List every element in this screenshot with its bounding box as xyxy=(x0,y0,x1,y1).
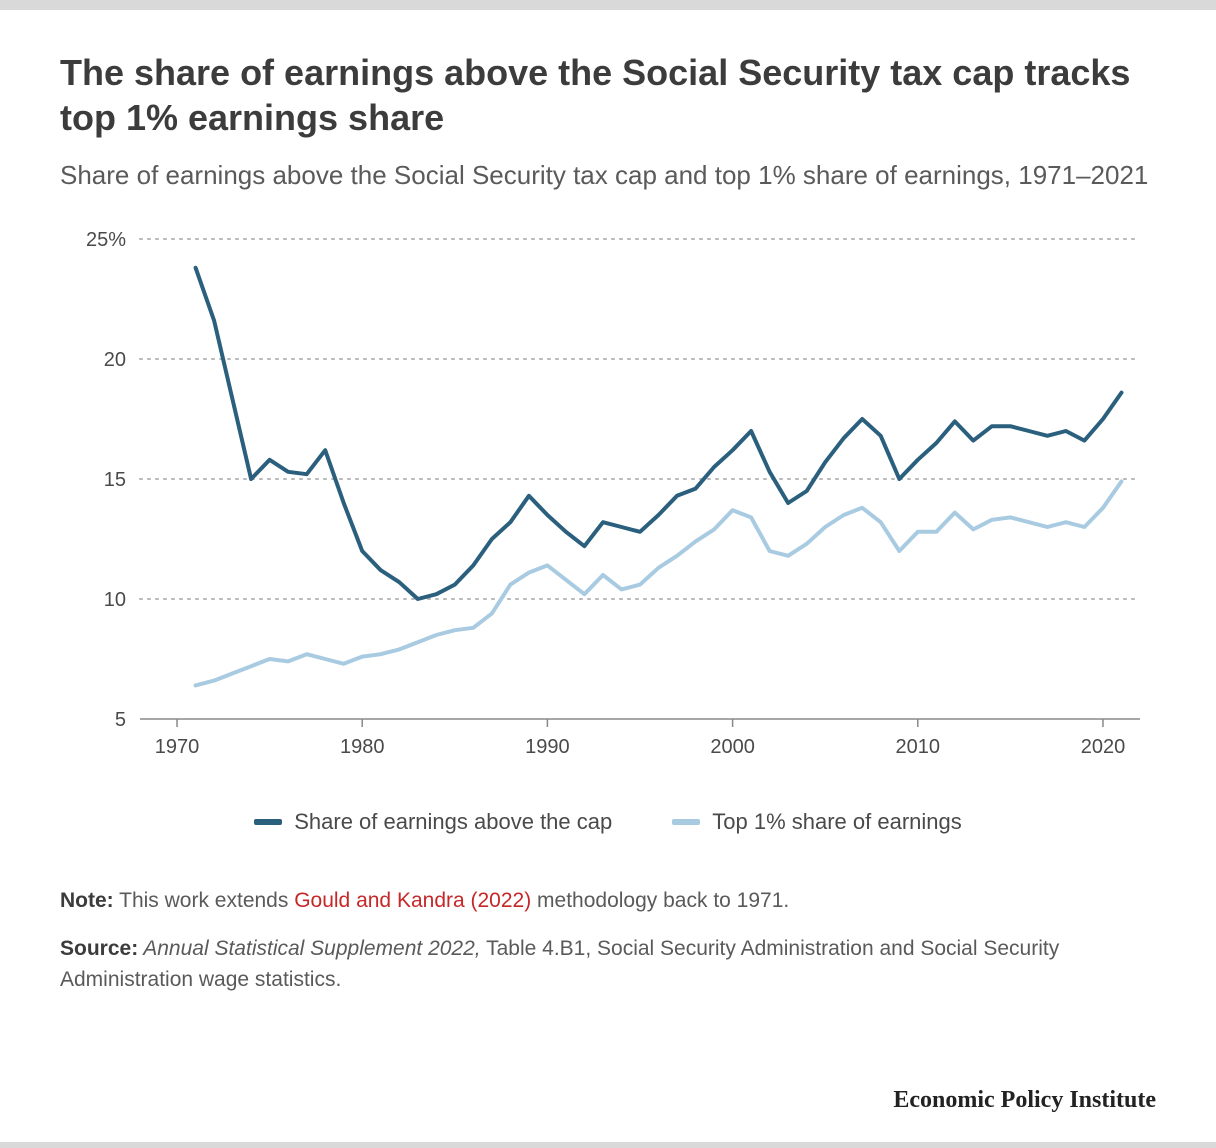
source-label: Source: xyxy=(60,937,138,960)
legend-swatch-2 xyxy=(672,819,700,825)
y-axis-label: 20 xyxy=(104,349,126,371)
x-axis-label: 2000 xyxy=(710,736,755,758)
chart-subtitle: Share of earnings above the Social Secur… xyxy=(60,158,1156,193)
y-axis-label: 15 xyxy=(104,469,126,491)
line-chart: 5 10 15 20 25% 1970 1980 1990 2000 2010 2020 xyxy=(60,229,1160,769)
x-axis-label: 1970 xyxy=(155,736,200,758)
legend-item-series1: Share of earnings above the cap xyxy=(254,809,612,835)
chart-title: The share of earnings above the Social S… xyxy=(60,50,1156,140)
legend-swatch-1 xyxy=(254,819,282,825)
series-line-1 xyxy=(196,481,1122,685)
legend: Share of earnings above the cap Top 1% s… xyxy=(60,809,1156,835)
y-axis-label: 10 xyxy=(104,589,126,611)
y-axis-label: 5 xyxy=(115,709,126,731)
legend-item-series2: Top 1% share of earnings xyxy=(672,809,962,835)
legend-label-2: Top 1% share of earnings xyxy=(712,809,962,835)
x-axis-label: 2020 xyxy=(1081,736,1126,758)
chart-card: The share of earnings above the Social S… xyxy=(0,0,1216,1148)
y-axis-label: 25% xyxy=(86,229,126,251)
note-line: Note: This work extends Gould and Kandra… xyxy=(60,885,1156,917)
x-axis-label: 1990 xyxy=(525,736,570,758)
notes-block: Note: This work extends Gould and Kandra… xyxy=(60,885,1156,996)
note-text-before: This work extends xyxy=(114,889,295,912)
chart-area: 5 10 15 20 25% 1970 1980 1990 2000 2010 2020 xyxy=(60,229,1156,789)
x-axis-label: 1980 xyxy=(340,736,385,758)
x-axis-label: 2010 xyxy=(896,736,941,758)
series-line-0 xyxy=(196,268,1122,599)
note-text-after: methodology back to 1971. xyxy=(531,889,789,912)
attribution: Economic Policy Institute xyxy=(893,1087,1156,1114)
legend-label-1: Share of earnings above the cap xyxy=(294,809,612,835)
source-italic: Annual Statistical Supplement 2022, xyxy=(138,937,480,960)
note-link[interactable]: Gould and Kandra (2022) xyxy=(294,889,531,912)
source-line: Source: Annual Statistical Supplement 20… xyxy=(60,933,1156,996)
note-label: Note: xyxy=(60,889,114,912)
